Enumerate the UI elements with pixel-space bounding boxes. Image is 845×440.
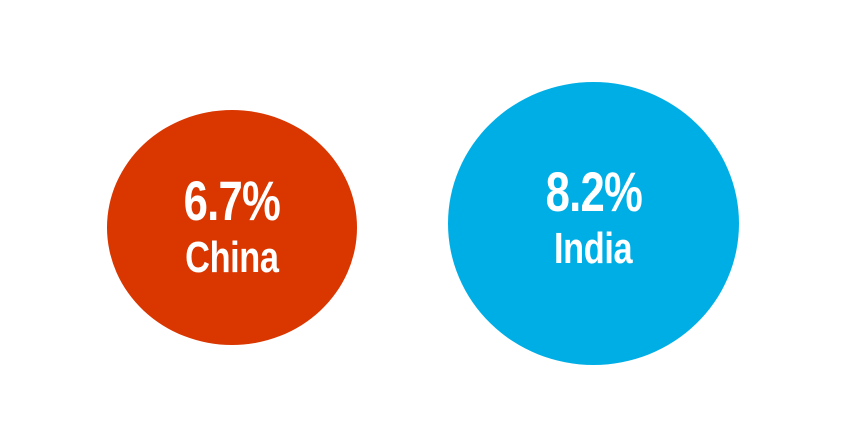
value-label-india: 8.2%	[545, 159, 642, 223]
bubble-china: 6.7% China	[107, 110, 357, 345]
bubble-india: 8.2% India	[448, 82, 739, 365]
category-label-china: China	[185, 232, 279, 282]
category-label-india: India	[554, 223, 633, 273]
value-label-china: 6.7%	[183, 168, 281, 232]
